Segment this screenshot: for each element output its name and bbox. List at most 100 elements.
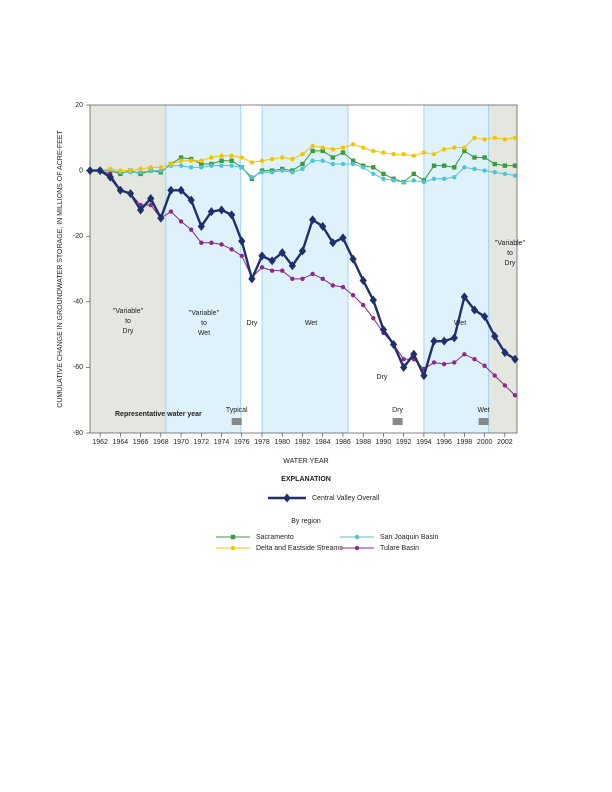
x-tick-label: 1972 (194, 439, 210, 446)
data-point (259, 170, 265, 175)
data-point (158, 165, 164, 170)
data-point (482, 168, 487, 173)
data-point (431, 163, 437, 168)
data-point (330, 161, 336, 167)
data-point (178, 158, 184, 163)
data-point (381, 176, 386, 181)
data-point (472, 357, 477, 362)
data-point (280, 268, 285, 273)
data-point (420, 371, 428, 381)
data-point (411, 178, 416, 183)
data-point (480, 312, 489, 322)
representative-year-label: Wet (477, 407, 489, 414)
data-point (350, 161, 356, 167)
legend-marker (354, 545, 360, 551)
data-point (209, 163, 214, 168)
data-point (350, 142, 356, 147)
annotation: Dry (505, 260, 516, 267)
representative-marker (478, 418, 489, 425)
data-point (229, 163, 234, 168)
data-point (512, 135, 518, 140)
data-point (199, 158, 204, 163)
data-point (401, 357, 406, 362)
legend-subtitle: By region (291, 518, 321, 525)
data-point (369, 295, 377, 305)
data-point (391, 152, 396, 157)
x-tick-label: 1966 (133, 439, 149, 446)
data-point (269, 156, 275, 162)
data-point (462, 148, 467, 154)
data-point (452, 174, 457, 180)
data-point (470, 305, 479, 315)
data-point (157, 213, 165, 223)
data-point (472, 135, 477, 140)
data-point (86, 166, 94, 176)
data-point (229, 153, 234, 159)
data-point (168, 161, 174, 167)
data-point (300, 166, 305, 172)
y-tick-label: -40 (73, 299, 83, 306)
x-tick-label: 2000 (477, 439, 493, 446)
data-point (269, 268, 275, 273)
data-point (359, 276, 367, 285)
data-point (136, 205, 145, 215)
legend-label: Sacramento (256, 534, 294, 541)
data-point (460, 292, 469, 302)
data-point (229, 247, 234, 252)
data-point (440, 336, 448, 346)
data-point (128, 168, 133, 173)
data-point (280, 155, 285, 160)
data-point (452, 165, 457, 170)
data-point (472, 155, 477, 160)
data-point (340, 145, 346, 150)
data-point (199, 161, 204, 167)
data-point (492, 161, 497, 167)
data-point (310, 158, 315, 163)
x-tick-label: 1994 (416, 439, 432, 446)
data-point (401, 179, 406, 185)
data-point (300, 276, 305, 282)
data-point (188, 158, 194, 163)
data-point (371, 171, 376, 177)
data-point (431, 360, 437, 365)
data-point (168, 209, 174, 214)
x-tick-label: 2002 (497, 439, 513, 446)
y-tick-label: -20 (73, 233, 83, 240)
data-point (492, 135, 497, 140)
data-point (381, 150, 386, 155)
data-point (118, 168, 123, 173)
data-point (371, 316, 376, 321)
data-point (280, 168, 285, 173)
data-point (178, 219, 184, 224)
data-point (199, 240, 204, 245)
data-point (482, 155, 487, 160)
data-point (492, 170, 497, 175)
representative-marker (392, 418, 403, 425)
y-tick-label: 20 (75, 102, 83, 109)
data-point (360, 145, 366, 150)
data-point (108, 166, 113, 172)
x-tick-label: 1998 (457, 439, 473, 446)
y-tick-label: 0 (79, 167, 83, 174)
data-point (391, 178, 396, 183)
data-point (472, 166, 477, 172)
annotation: Dry (377, 374, 388, 381)
data-point (400, 362, 408, 372)
legend-label: San Joaquin Basin (380, 534, 438, 541)
annotation: Wet (198, 330, 210, 337)
x-tick-label: 1980 (274, 439, 290, 446)
data-point (259, 158, 265, 163)
data-point (219, 153, 224, 159)
y-tick-label: -80 (73, 430, 83, 437)
data-point (441, 163, 447, 168)
legend-marker (230, 545, 236, 551)
annotation: to (125, 318, 131, 325)
period-shading (90, 105, 166, 433)
data-point (462, 165, 467, 170)
y-axis-label: CUMULATIVE CHANGE IN GROUNDWATER STORAGE… (57, 130, 64, 408)
data-point (462, 145, 467, 150)
data-point (258, 251, 266, 261)
data-point (371, 165, 376, 170)
annotation: Dry (123, 328, 134, 335)
